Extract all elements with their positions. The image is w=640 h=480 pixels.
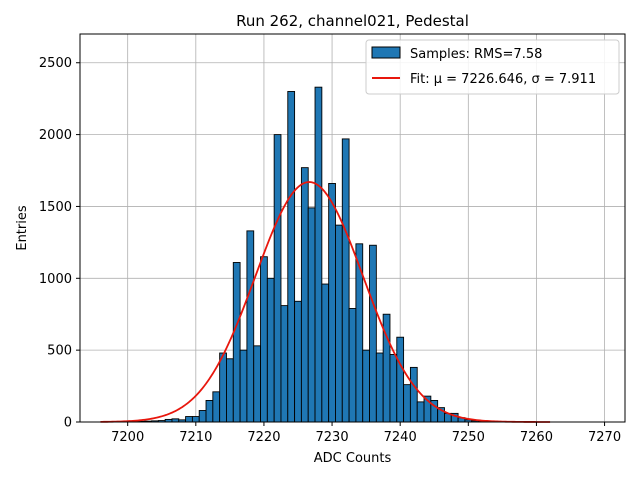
histogram-bar (226, 358, 234, 423)
legend-histogram-label: Samples: RMS=7.58 (410, 47, 542, 62)
chart-title: Run 262, channel021, Pedestal (236, 12, 469, 30)
x-tick-label: 7260 (520, 430, 553, 445)
x-tick-label: 7210 (179, 430, 212, 445)
histogram-bar (280, 305, 289, 423)
histogram-bar (341, 138, 350, 423)
histogram-bar (409, 366, 418, 423)
histogram-bar (348, 308, 357, 423)
legend: Samples: RMS=7.58 Fit: μ = 7226.646, σ =… (365, 39, 620, 95)
histogram-bar (335, 224, 343, 423)
histogram-bar (375, 352, 384, 423)
y-tick-label: 500 (47, 344, 72, 359)
y-tick-label: 2500 (39, 56, 72, 71)
y-axis-title: Entries (15, 205, 30, 251)
legend-box (365, 39, 620, 95)
x-axis-title: ADC Counts (314, 451, 392, 466)
histogram-bar (287, 91, 296, 423)
axis-ticks: 7200 7210 7220 7230 7240 7250 7260 7270 0 500 1000… (39, 56, 621, 445)
histogram-bar (389, 354, 398, 423)
legend-fit-label: Fit: μ = 7226.646, σ = 7.911 (410, 72, 596, 87)
legend-histogram-swatch (371, 46, 401, 59)
histogram-bar (273, 134, 282, 423)
histogram-bar (253, 345, 261, 423)
histogram-bar (205, 399, 214, 423)
histogram-bar (212, 391, 221, 423)
x-tick-label: 7200 (111, 430, 144, 445)
histogram-bar (328, 183, 336, 423)
x-tick-label: 7220 (247, 430, 280, 445)
x-tick-label: 7230 (316, 430, 349, 445)
histogram-bar (260, 256, 268, 423)
y-tick-label: 1000 (39, 272, 72, 287)
histogram-bar (246, 230, 255, 423)
fit-curve-group (100, 181, 551, 423)
histogram-bar (369, 244, 377, 423)
histogram-bar (321, 283, 330, 423)
grid (80, 34, 625, 423)
histogram-bars (123, 86, 493, 423)
x-tick-label: 7250 (452, 430, 485, 445)
histogram-bar (219, 352, 227, 423)
histogram-bar (396, 336, 405, 423)
plot-frame (79, 33, 626, 423)
histogram-bar (362, 349, 370, 423)
histogram-bar (294, 300, 302, 423)
gaussian-fit-curve (100, 181, 551, 423)
x-tick-label: 7270 (588, 430, 621, 445)
histogram-bar (191, 416, 200, 423)
y-tick-label: 1500 (39, 200, 72, 215)
x-tick-label: 7240 (384, 430, 417, 445)
y-tick-label: 2000 (39, 128, 72, 143)
histogram-bar (198, 410, 207, 423)
histogram-bar (416, 401, 425, 423)
histogram-bar (185, 416, 193, 423)
histogram-bar (239, 349, 248, 423)
histogram-bar (232, 262, 241, 423)
histogram-bar (314, 86, 323, 423)
histogram-bar (266, 277, 275, 423)
histogram-bar (300, 167, 309, 423)
histogram-bar (307, 207, 316, 423)
histogram-bar (403, 384, 411, 423)
y-tick-label: 0 (64, 416, 72, 431)
